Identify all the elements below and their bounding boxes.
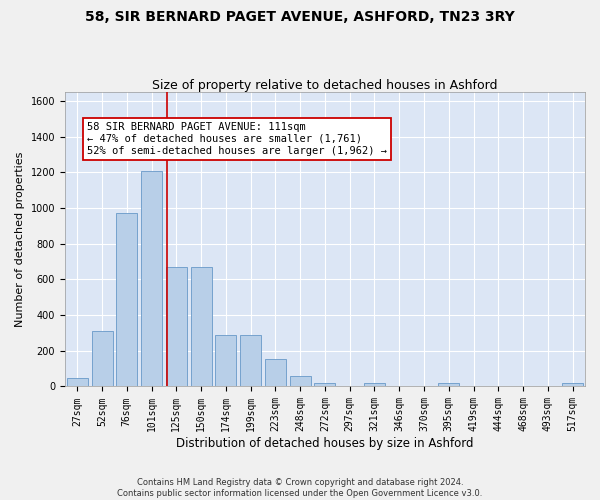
Bar	[67, 378, 88, 386]
Bar	[562, 383, 583, 386]
Bar	[191, 267, 212, 386]
Text: 58 SIR BERNARD PAGET AVENUE: 111sqm
← 47% of detached houses are smaller (1,761): 58 SIR BERNARD PAGET AVENUE: 111sqm ← 47…	[86, 122, 386, 156]
Title: Size of property relative to detached houses in Ashford: Size of property relative to detached ho…	[152, 79, 498, 92]
Bar	[364, 383, 385, 386]
Bar	[215, 334, 236, 386]
Bar	[141, 170, 162, 386]
Text: 58, SIR BERNARD PAGET AVENUE, ASHFORD, TN23 3RY: 58, SIR BERNARD PAGET AVENUE, ASHFORD, T…	[85, 10, 515, 24]
Bar	[314, 383, 335, 386]
Bar	[265, 359, 286, 386]
Bar	[438, 383, 460, 386]
Text: Contains HM Land Registry data © Crown copyright and database right 2024.
Contai: Contains HM Land Registry data © Crown c…	[118, 478, 482, 498]
Bar	[166, 267, 187, 386]
Bar	[116, 214, 137, 386]
Bar	[92, 331, 113, 386]
X-axis label: Distribution of detached houses by size in Ashford: Distribution of detached houses by size …	[176, 437, 474, 450]
Y-axis label: Number of detached properties: Number of detached properties	[15, 152, 25, 327]
Bar	[240, 334, 261, 386]
Bar	[290, 376, 311, 386]
